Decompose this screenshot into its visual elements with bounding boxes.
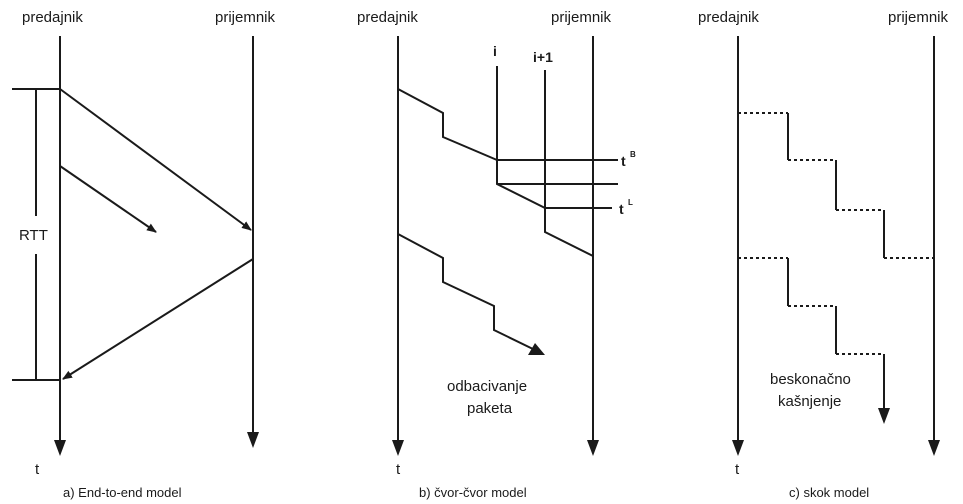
panel-c-receiver-timeline-arrowhead xyxy=(928,440,940,456)
panel-b-sender-timeline-arrowhead xyxy=(392,440,404,456)
drop-label-line1: odbacivanje xyxy=(447,378,527,395)
panel-a-sender-timeline-arrowhead xyxy=(54,440,66,456)
panel-b-time-label: t xyxy=(396,461,401,478)
panel-c-time-label: t xyxy=(735,461,740,478)
panel-a-data-packet-arrow xyxy=(59,88,252,231)
panel-a-sender-label: predajnik xyxy=(22,9,83,26)
t-b-superscript: B xyxy=(630,150,636,159)
panel-c-sender-label: predajnik xyxy=(698,9,759,26)
stair2-infinite-delay-arrowhead xyxy=(878,408,890,424)
t-b-label: t xyxy=(621,153,626,169)
rtt-label: RTT xyxy=(19,227,48,244)
delay-label-line2: kašnjenje xyxy=(778,393,841,410)
panel-a-short-arrow xyxy=(59,165,157,233)
panel-c-caption: c) skok model xyxy=(789,485,869,500)
panel-a-ack-arrow xyxy=(62,258,254,380)
panel-a-caption: a) End-to-end model xyxy=(63,485,182,500)
node-i-label: i xyxy=(493,43,497,59)
t-l-label: t xyxy=(619,201,624,217)
panel-c-sender-timeline-arrowhead xyxy=(732,440,744,456)
staircase-2 xyxy=(738,257,890,424)
panel-b-hop-path xyxy=(397,88,594,257)
node-i-plus-1-label: i+1 xyxy=(533,49,553,65)
panel-b-receiver-timeline-arrowhead xyxy=(587,440,599,456)
drop-label-line2: paketa xyxy=(467,400,513,417)
panel-a-end-to-end: predajnik prijemnik RTT t a) End-to-end … xyxy=(12,9,276,500)
delay-label-line1: beskonačno xyxy=(770,371,851,388)
t-l-superscript: L xyxy=(628,198,633,207)
panel-a-receiver-label: prijemnik xyxy=(215,9,276,26)
panel-a-time-label: t xyxy=(35,461,40,478)
panel-c-hop: predajnik prijemnik beskonačno kašnj xyxy=(698,9,949,500)
panel-c-receiver-label: prijemnik xyxy=(888,9,949,26)
dropped-packet-arrowhead xyxy=(528,343,545,355)
panel-b-node-node: predajnik prijemnik i i+1 t B t L odbaci… xyxy=(357,9,636,500)
dropped-packet-path xyxy=(397,233,536,351)
panel-b-receiver-label: prijemnik xyxy=(551,9,612,26)
staircase-1 xyxy=(738,112,934,259)
panel-b-sender-label: predajnik xyxy=(357,9,418,26)
panel-a-receiver-timeline-arrowhead xyxy=(247,432,259,448)
panel-b-caption: b) čvor-čvor model xyxy=(419,485,527,500)
